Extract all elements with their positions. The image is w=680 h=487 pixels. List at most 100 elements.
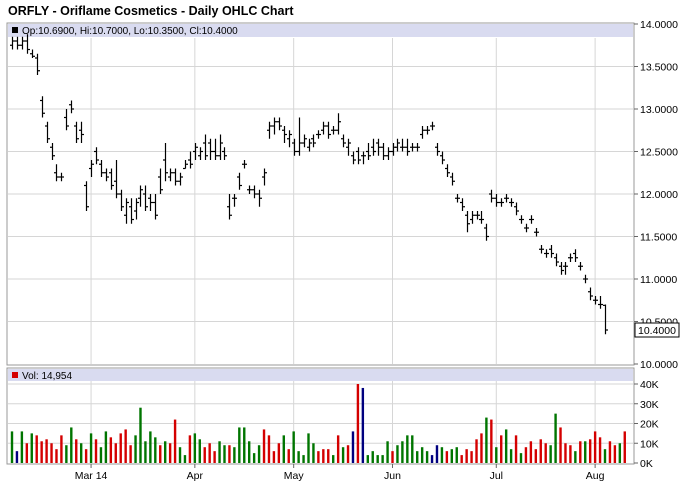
ohlc-bar [35,53,40,75]
volume-bar [168,443,172,463]
ohlc-bar [40,96,45,118]
ohlc-bar [89,160,94,177]
ohlc-bar [568,253,573,262]
ohlc-bar [509,198,514,207]
ohlc-bar [504,194,509,203]
ohlc-bar [484,223,489,241]
ohlc-bar [563,262,568,275]
volume-bar [50,443,53,463]
price-tick-label: 12.0000 [640,189,678,201]
volume-bar [193,433,197,463]
volume-bar [613,445,617,463]
price-legend-swatch [12,27,18,33]
ohlc-bar [218,134,223,160]
volume-bar [292,431,295,463]
volume-bar [173,419,177,463]
price-tick-label: 14.0000 [640,19,678,31]
ohlc-bar [311,134,316,148]
ohlc-bar [341,134,346,148]
x-tick-label: Apr [187,470,204,482]
volume-bar [228,445,231,463]
volume-bar [470,451,473,463]
volume-legend-bar [8,369,633,381]
ohlc-bar [119,189,124,211]
volume-bar [500,435,503,463]
ohlc-bar [573,249,578,262]
volume-bar [163,441,167,463]
volume-bar [346,445,350,463]
volume-bar [356,384,360,463]
volume-bar [554,413,557,463]
ohlc-bar [381,143,386,160]
ohlc-bar [45,121,50,143]
ohlc-bar [153,194,158,220]
volume-bar [336,435,340,463]
volume-bar [341,447,345,463]
volume-bar [519,453,523,463]
ohlc-bar [69,100,74,114]
ohlc-bar [242,160,247,169]
volume-bar [416,451,419,463]
volume-bar [213,451,216,463]
ohlc-bar [598,296,603,309]
volume-bar [104,431,108,463]
ohlc-bar [282,126,287,143]
volume-bar [248,441,251,463]
volume-bar [544,443,547,463]
volume-bar [267,435,271,463]
price-tick-label: 13.5000 [640,62,678,74]
ohlc-bar [297,117,302,156]
volume-bar [435,445,439,463]
volume-bar [154,437,157,463]
ohlc-bar [193,143,198,160]
x-tick-label: Aug [586,470,605,482]
ohlc-bar [222,147,227,160]
volume-tick-label: 40K [640,379,659,391]
ohlc-bar [356,147,361,165]
ohlc-bar [361,151,366,165]
ohlc-bar [494,194,499,207]
volume-bar [381,455,384,463]
volume-bar [178,447,182,463]
volume-bar [386,441,389,463]
volume-bar [588,439,592,463]
ohlc-bar [430,121,435,131]
ohlc-bar [583,274,588,284]
volume-bar [218,441,221,463]
volume-bar [440,447,444,463]
volume-bar [391,451,394,463]
volume-bar [89,433,93,463]
volume-bar [45,439,48,463]
volume-bar [396,445,399,463]
ohlc-bar [272,117,277,135]
ohlc-bar [277,117,282,131]
ohlc-bar [203,134,208,160]
volume-bar [109,437,113,463]
ohlc-bar [489,189,494,203]
volume-bar [317,451,320,463]
price-tick-label: 10.0000 [640,359,678,371]
volume-bar [144,441,147,463]
ohlc-bar [479,211,484,224]
ohlc-bar [410,143,415,152]
volume-bar [524,447,528,463]
ohlc-bar [346,138,351,156]
volume-bar [371,451,374,463]
volume-bar [257,445,261,463]
ohlc-bar [262,168,267,186]
volume-bar [65,445,68,463]
ohlc-bar [257,189,262,207]
volume-bar [623,431,626,463]
ohlc-bar [15,36,20,50]
volume-bar [302,455,305,463]
volume-bar [25,443,29,463]
price-legend-text: Op:10.6900, Hi:10.7000, Lo:10.3500, Cl:1… [22,26,238,37]
ohlc-bar [405,138,410,156]
volume-bar [564,443,567,463]
volume-bar [598,437,602,463]
volume-bar [430,455,434,463]
volume-bar [183,455,187,463]
ohlc-bar [316,130,321,139]
volume-bar [504,429,508,463]
volume-bar [425,451,429,463]
